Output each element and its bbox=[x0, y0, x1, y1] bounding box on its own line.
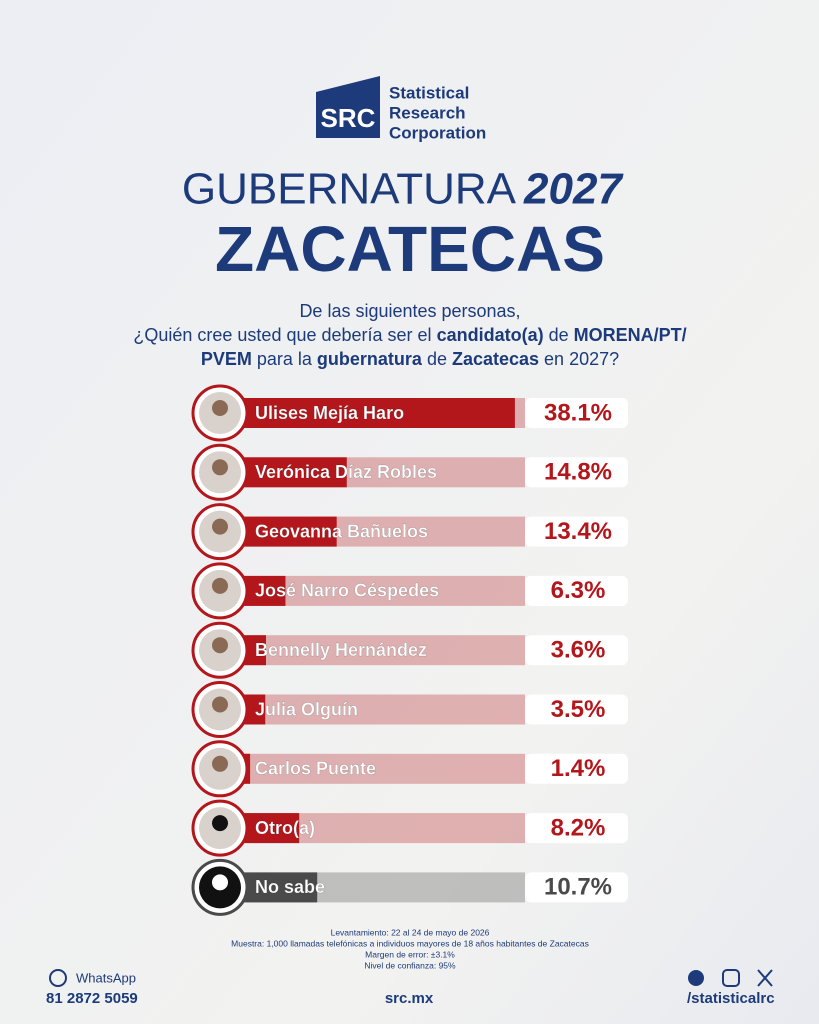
value-label: 1.4% bbox=[551, 755, 606, 782]
brand: Statistical bbox=[389, 83, 469, 102]
label-box bbox=[525, 398, 628, 428]
avatar-head bbox=[212, 637, 228, 654]
avatar-head bbox=[212, 874, 228, 891]
category-label: Ulises Mejía Haro bbox=[255, 403, 404, 423]
value-label: 6.3% bbox=[551, 577, 606, 604]
logo: SRC Statistical Research Corporation bbox=[316, 76, 486, 142]
category-label: Bennelly Hernández bbox=[255, 640, 427, 660]
footer: WhatsApp 81 2872 5059 src.mx /statistica… bbox=[46, 969, 775, 1007]
question-segment: De las siguientes personas, bbox=[299, 301, 520, 321]
question-segment: de bbox=[544, 325, 574, 345]
whatsapp: WhatsApp bbox=[76, 970, 136, 985]
value-label: 13.4% bbox=[544, 518, 612, 545]
brand: Research bbox=[389, 103, 466, 122]
label-box bbox=[525, 635, 628, 666]
handle: /statisticalrc bbox=[687, 990, 775, 1007]
category-label: Geovanna Bañuelos bbox=[255, 521, 428, 541]
category-label: Verónica Díaz Robles bbox=[255, 462, 437, 482]
bar-track bbox=[240, 575, 525, 606]
bar bbox=[240, 457, 347, 488]
category-label: No sabe bbox=[255, 877, 325, 897]
value-label: 3.6% bbox=[551, 637, 606, 664]
question-segment: gubernatura bbox=[317, 349, 423, 369]
site: src.mx bbox=[385, 990, 434, 1007]
question-line: De las siguientes personas, bbox=[299, 301, 520, 321]
question-line: PVEM para la gubernatura de Zacatecas en… bbox=[201, 349, 619, 369]
question-line: ¿Quién cree usted que debería ser el can… bbox=[133, 325, 686, 345]
bar-track bbox=[240, 694, 525, 725]
bars: Ulises Mejía Haro 38.1% Verónica Díaz Robl… bbox=[191, 384, 628, 916]
logo-mark: SRC bbox=[321, 103, 376, 133]
note: Muestra: 1,000 llamadas telefónicas a in… bbox=[231, 938, 589, 948]
question-segment: ¿Quién cree usted que debería ser el bbox=[133, 325, 436, 345]
avatar-head bbox=[212, 755, 228, 772]
bar bbox=[240, 398, 515, 428]
category-label: Carlos Puente bbox=[255, 759, 376, 779]
bar-track bbox=[240, 635, 525, 666]
question-segment: MORENA/PT/ bbox=[574, 325, 687, 345]
label-box bbox=[525, 575, 628, 606]
label-box bbox=[525, 694, 628, 725]
phone: 81 2872 5059 bbox=[46, 990, 138, 1007]
note: Margen de error: ±3.1% bbox=[365, 949, 455, 959]
brand: Corporation bbox=[389, 123, 486, 142]
avatar-head bbox=[212, 459, 228, 476]
chart-title: GUBERNATURA bbox=[182, 165, 517, 214]
avatar-head bbox=[212, 577, 228, 594]
question-segment: para la bbox=[252, 349, 317, 369]
value-label: 3.5% bbox=[551, 696, 606, 723]
avatar-head bbox=[212, 518, 228, 535]
value-label: 10.7% bbox=[544, 874, 612, 901]
value-label: 38.1% bbox=[544, 399, 612, 426]
category-label: Julia Olguín bbox=[255, 699, 358, 719]
avatar-head bbox=[212, 696, 228, 713]
value-label: 14.8% bbox=[544, 459, 612, 486]
label-box bbox=[525, 872, 628, 903]
question-segment: en 2027? bbox=[539, 349, 619, 369]
bar bbox=[240, 516, 337, 547]
question-segment: de bbox=[422, 349, 452, 369]
note: Nivel de confianza: 95% bbox=[364, 960, 456, 970]
value-label: 8.2% bbox=[551, 814, 606, 841]
notes: Levantamiento: 22 al 24 de mayo de 2026M… bbox=[231, 927, 589, 970]
bar-track bbox=[240, 753, 525, 784]
chart-subtitle: ZACATECAS bbox=[215, 213, 605, 285]
question-segment: PVEM bbox=[201, 349, 252, 369]
category-label: Otro(a) bbox=[255, 818, 315, 838]
avatar-head bbox=[212, 400, 228, 416]
label-box bbox=[525, 516, 628, 547]
category-label: José Narro Céspedes bbox=[255, 581, 439, 601]
question-segment: Zacatecas bbox=[452, 349, 539, 369]
label-box bbox=[525, 813, 628, 844]
avatar-head bbox=[212, 815, 228, 832]
bar bbox=[240, 813, 300, 844]
question: De las siguientes personas, ¿Quién cree u… bbox=[133, 301, 686, 369]
label-box bbox=[525, 457, 628, 488]
chart-title-year: 2027 bbox=[523, 165, 624, 214]
bar bbox=[240, 872, 318, 903]
label-box bbox=[525, 753, 628, 784]
question-segment: candidato(a) bbox=[437, 325, 544, 345]
note: Levantamiento: 22 al 24 de mayo de 2026 bbox=[331, 927, 490, 937]
